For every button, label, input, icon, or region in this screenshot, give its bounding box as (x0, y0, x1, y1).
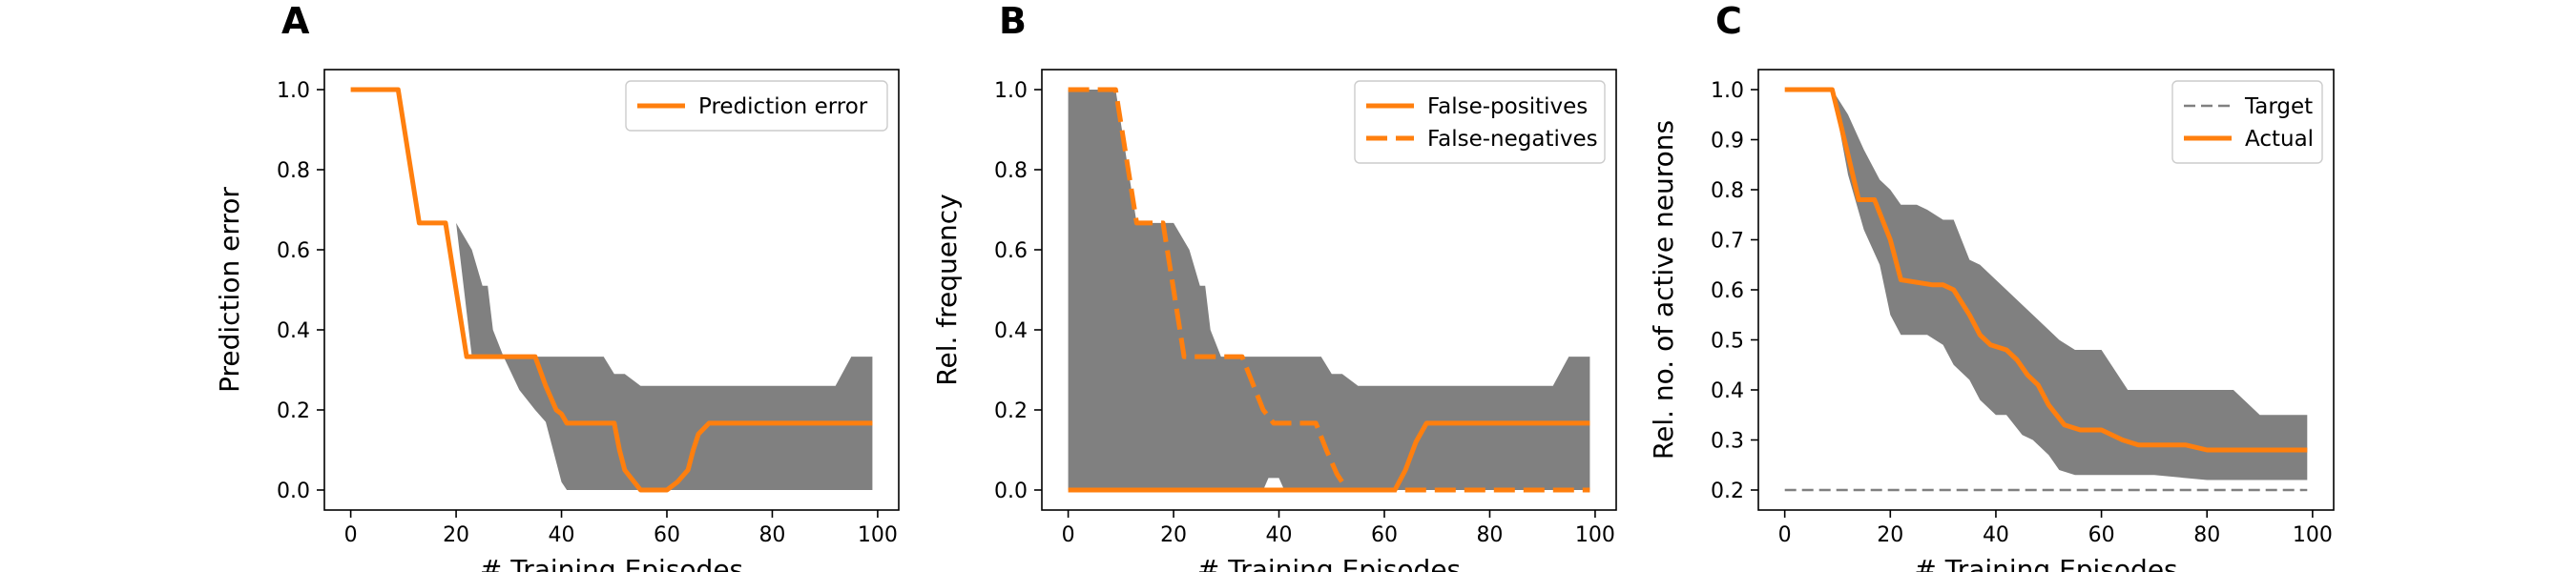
y-tick-label: 0.5 (1711, 330, 1744, 354)
y-tick-label: 0.6 (1711, 279, 1744, 303)
legend: Prediction error (625, 80, 888, 132)
y-axis-label: Prediction error (214, 187, 245, 393)
panel-label: C (1715, 0, 1742, 42)
y-tick-label: 0.4 (277, 319, 310, 343)
y-tick-label: 0.2 (994, 399, 1028, 423)
x-tick-label: 40 (549, 523, 575, 547)
y-tick-label: 0.3 (1711, 430, 1744, 454)
legend: False-positives False-negatives (1354, 80, 1606, 164)
y-tick-label: 0.0 (277, 480, 310, 503)
legend-box (2171, 80, 2323, 164)
legend-label: False-positives (1427, 94, 1588, 119)
x-tick-label: 20 (443, 523, 469, 547)
plot-frame (1041, 69, 1617, 511)
series-line-1 (1068, 87, 1590, 493)
x-tick-label: 100 (2293, 523, 2333, 547)
y-tick-label: 0.2 (277, 399, 310, 423)
y-axis-label: Rel. frequency (931, 194, 963, 385)
legend-label: Prediction error (698, 94, 868, 119)
y-tick-label: 0.4 (1711, 379, 1744, 403)
y-tick-label: 0.2 (1711, 480, 1744, 503)
x-tick-label: 40 (1983, 523, 2009, 547)
series-line-1 (1784, 87, 2308, 453)
y-tick-label: 1.0 (277, 79, 310, 103)
y-tick-label: 0.9 (1711, 130, 1744, 153)
y-tick-label: 0.6 (994, 239, 1028, 263)
plot-frame (323, 69, 900, 511)
x-tick-label: 80 (1476, 523, 1503, 547)
panel-label: B (999, 0, 1027, 42)
y-tick-label: 0.8 (994, 159, 1028, 183)
y-tick-label: 0.7 (1711, 230, 1744, 254)
x-axis-label: # Training Episodes (1197, 554, 1461, 572)
y-tick-label: 0.0 (994, 480, 1028, 503)
y-tick-label: 1.0 (1711, 79, 1744, 103)
panel-label: A (281, 0, 310, 42)
x-axis-label: # Training Episodes (480, 554, 743, 572)
legend-box (1354, 80, 1606, 164)
y-tick-label: 0.8 (277, 159, 310, 183)
variability-band (1068, 90, 1590, 490)
x-tick-label: 60 (654, 523, 680, 547)
x-tick-label: 0 (344, 523, 358, 547)
x-tick-label: 40 (1266, 523, 1293, 547)
y-axis-label: Rel. no. of active neurons (1648, 120, 1679, 460)
legend-box (625, 80, 888, 132)
x-tick-label: 20 (1160, 523, 1187, 547)
panel-c: 0 20 40 60 80 100 0.2 0.3 0.4 0.5 0.6 0.7 0.8 0.9 1.0 #… (1648, 0, 2335, 572)
variability-band (350, 90, 873, 490)
x-tick-label: 60 (1371, 523, 1398, 547)
y-tick-label: 1.0 (994, 79, 1028, 103)
legend: Target Actual (2171, 80, 2323, 164)
x-tick-label: 0 (1062, 523, 1075, 547)
y-tick-label: 0.8 (1711, 179, 1744, 203)
x-tick-label: 80 (2193, 523, 2220, 547)
legend-label: Target (2244, 94, 2313, 119)
x-tick-label: 20 (1877, 523, 1903, 547)
panel-b: 0 20 40 60 80 100 0.0 0.2 0.4 0.6 0.8 1.0 # Training… (931, 0, 1617, 572)
legend-label: Actual (2245, 127, 2314, 152)
x-tick-label: 100 (1575, 523, 1615, 547)
y-tick-label: 0.6 (277, 239, 310, 263)
y-tick-label: 0.4 (994, 319, 1028, 343)
series-line-0 (350, 87, 873, 493)
x-tick-label: 100 (858, 523, 898, 547)
x-tick-label: 80 (758, 523, 785, 547)
legend-label: False-negatives (1427, 127, 1598, 152)
x-axis-label: # Training Episodes (1914, 554, 2177, 572)
panel-a: 0 20 40 60 80 100 0.0 0.2 0.4 0.6 0.8 1.0 # Training… (214, 0, 900, 572)
x-tick-label: 60 (2088, 523, 2115, 547)
x-tick-label: 0 (1778, 523, 1792, 547)
